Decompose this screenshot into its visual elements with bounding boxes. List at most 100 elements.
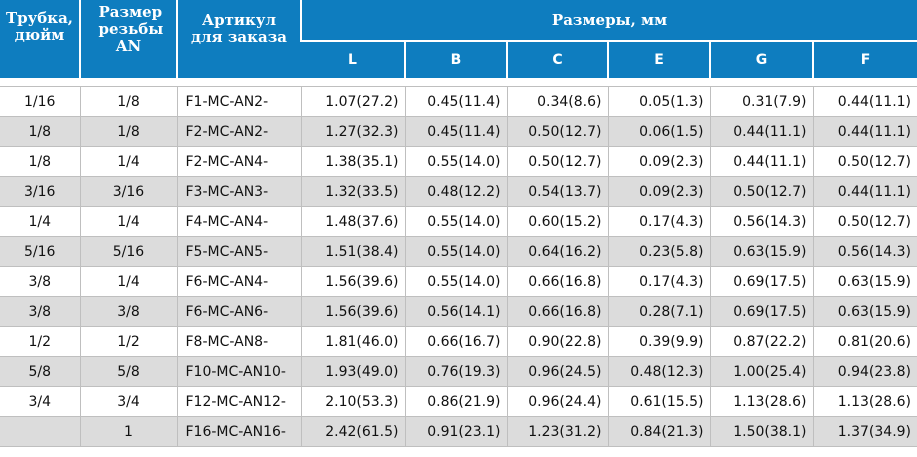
cell-tube: 3/8 xyxy=(0,266,81,297)
cell-G: 1.50(38.1) xyxy=(709,416,814,447)
cell-thread: 1 xyxy=(79,416,178,447)
cell-C: 0.66(16.8) xyxy=(506,296,609,327)
cell-B: 0.48(12.2) xyxy=(404,176,508,207)
cell-article: F6-MC-AN4- xyxy=(176,266,302,297)
cell-F: 1.13(28.6) xyxy=(812,386,917,417)
cell-article: F2-MC-AN4- xyxy=(176,146,302,177)
table-row: 3/16 3/16 F3-MC-AN3- 1.32(33.5) 0.48(12.… xyxy=(0,176,917,207)
cell-C: 0.54(13.7) xyxy=(506,176,609,207)
cell-F: 0.50(12.7) xyxy=(812,146,917,177)
header-article: Артикул для заказа xyxy=(176,0,301,78)
table-row: 3/8 1/4 F6-MC-AN4- 1.56(39.6) 0.55(14.0)… xyxy=(0,266,917,297)
cell-E: 0.06(1.5) xyxy=(607,116,711,147)
cell-thread: 1/2 xyxy=(79,326,178,357)
cell-F: 0.56(14.3) xyxy=(812,236,917,267)
cell-L: 1.56(39.6) xyxy=(300,266,406,297)
cell-G: 1.13(28.6) xyxy=(709,386,814,417)
cell-B: 0.45(11.4) xyxy=(404,86,508,117)
table-row: 5/8 5/8 F10-MC-AN10- 1.93(49.0) 0.76(19.… xyxy=(0,356,917,387)
cell-E: 0.48(12.3) xyxy=(607,356,711,387)
cell-L: 2.42(61.5) xyxy=(300,416,406,447)
cell-G: 0.69(17.5) xyxy=(709,266,814,297)
table-row: 1/8 1/4 F2-MC-AN4- 1.38(35.1) 0.55(14.0)… xyxy=(0,146,917,177)
cell-L: 1.93(49.0) xyxy=(300,356,406,387)
cell-E: 0.09(2.3) xyxy=(607,176,711,207)
cell-B: 0.91(23.1) xyxy=(404,416,508,447)
header-thread-line2: AN xyxy=(115,37,142,55)
cell-B: 0.76(19.3) xyxy=(404,356,508,387)
cell-C: 0.66(16.8) xyxy=(506,266,609,297)
cell-C: 0.50(12.7) xyxy=(506,116,609,147)
cell-F: 0.63(15.9) xyxy=(812,266,917,297)
cell-C: 0.50(12.7) xyxy=(506,146,609,177)
cell-C: 0.64(16.2) xyxy=(506,236,609,267)
header-tube-label: Трубка, дюйм xyxy=(5,9,74,44)
cell-B: 0.45(11.4) xyxy=(404,116,508,147)
cell-F: 1.37(34.9) xyxy=(812,416,917,447)
cell-B: 0.86(21.9) xyxy=(404,386,508,417)
cell-C: 0.96(24.4) xyxy=(506,386,609,417)
cell-G: 0.63(15.9) xyxy=(709,236,814,267)
table-row: 1 F16-MC-AN16- 2.42(61.5) 0.91(23.1) 1.2… xyxy=(0,416,917,447)
cell-L: 1.48(37.6) xyxy=(300,206,406,237)
cell-L: 1.56(39.6) xyxy=(300,296,406,327)
cell-F: 0.50(12.7) xyxy=(812,206,917,237)
cell-F: 0.44(11.1) xyxy=(812,176,917,207)
cell-article: F12-MC-AN12- xyxy=(176,386,302,417)
cell-thread: 1/8 xyxy=(79,86,178,117)
cell-E: 0.05(1.3) xyxy=(607,86,711,117)
table-row: 1/16 1/8 F1-MC-AN2- 1.07(27.2) 0.45(11.4… xyxy=(0,86,917,117)
table-row: 1/4 1/4 F4-MC-AN4- 1.48(37.6) 0.55(14.0)… xyxy=(0,206,917,237)
table-row: 3/4 3/4 F12-MC-AN12- 2.10(53.3) 0.86(21.… xyxy=(0,386,917,417)
cell-L: 2.10(53.3) xyxy=(300,386,406,417)
cell-E: 0.28(7.1) xyxy=(607,296,711,327)
cell-B: 0.56(14.1) xyxy=(404,296,508,327)
header-article-line2: для заказа xyxy=(190,28,287,46)
cell-G: 0.44(11.1) xyxy=(709,116,814,147)
cell-G: 0.31(7.9) xyxy=(709,86,814,117)
cell-E: 0.09(2.3) xyxy=(607,146,711,177)
cell-thread: 5/8 xyxy=(79,356,178,387)
cell-C: 0.60(15.2) xyxy=(506,206,609,237)
cell-tube: 5/16 xyxy=(0,236,81,267)
cell-E: 0.23(5.8) xyxy=(607,236,711,267)
cell-F: 0.94(23.8) xyxy=(812,356,917,387)
cell-article: F1-MC-AN2- xyxy=(176,86,302,117)
cell-C: 0.90(22.8) xyxy=(506,326,609,357)
cell-B: 0.55(14.0) xyxy=(404,146,508,177)
cell-L: 1.27(32.3) xyxy=(300,116,406,147)
table-row: 1/2 1/2 F8-MC-AN8- 1.81(46.0) 0.66(16.7)… xyxy=(0,326,917,357)
cell-thread: 3/4 xyxy=(79,386,178,417)
cell-E: 0.17(4.3) xyxy=(607,206,711,237)
cell-article: F5-MC-AN5- xyxy=(176,236,302,267)
cell-tube: 3/4 xyxy=(0,386,81,417)
table-row: 5/16 5/16 F5-MC-AN5- 1.51(38.4) 0.55(14.… xyxy=(0,236,917,267)
cell-thread: 1/4 xyxy=(79,146,178,177)
table-row: 3/8 3/8 F6-MC-AN6- 1.56(39.6) 0.56(14.1)… xyxy=(0,296,917,327)
cell-F: 0.63(15.9) xyxy=(812,296,917,327)
cell-L: 1.81(46.0) xyxy=(300,326,406,357)
cell-C: 0.96(24.5) xyxy=(506,356,609,387)
cell-tube: 5/8 xyxy=(0,356,81,387)
cell-tube: 1/8 xyxy=(0,146,81,177)
cell-F: 0.44(11.1) xyxy=(812,116,917,147)
cell-L: 1.07(27.2) xyxy=(300,86,406,117)
header-col-F: F xyxy=(811,40,917,78)
cell-B: 0.55(14.0) xyxy=(404,206,508,237)
cell-F: 0.44(11.1) xyxy=(812,86,917,117)
cell-thread: 5/16 xyxy=(79,236,178,267)
cell-E: 0.84(21.3) xyxy=(607,416,711,447)
cell-C: 0.34(8.6) xyxy=(506,86,609,117)
header-dimensions: Размеры, мм xyxy=(299,0,917,41)
cell-tube: 3/16 xyxy=(0,176,81,207)
header-tube: Трубка, дюйм xyxy=(0,0,80,78)
cell-L: 1.32(33.5) xyxy=(300,176,406,207)
cell-G: 0.69(17.5) xyxy=(709,296,814,327)
cell-article: F16-MC-AN16- xyxy=(176,416,302,447)
cell-E: 0.61(15.5) xyxy=(607,386,711,417)
spec-table-container: Трубка, дюйм Размер резьбы AN Артикул дл… xyxy=(0,0,917,447)
cell-thread: 3/16 xyxy=(79,176,178,207)
header-col-L: L xyxy=(301,40,405,78)
cell-F: 0.81(20.6) xyxy=(812,326,917,357)
header-thread-line1: Размер резьбы xyxy=(98,3,164,38)
